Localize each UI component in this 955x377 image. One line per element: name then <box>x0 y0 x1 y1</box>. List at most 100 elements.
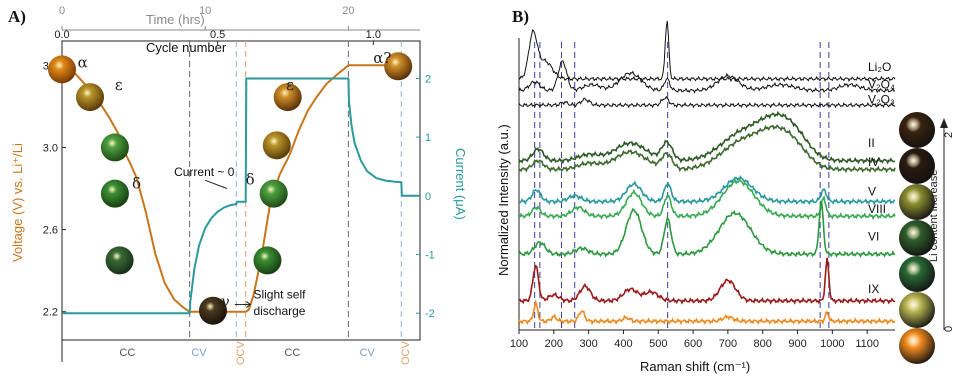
annotation-8: Slight self <box>253 287 306 301</box>
raman-tick-0: 100 <box>510 338 528 350</box>
sample-image-9 <box>273 83 302 112</box>
self-discharge-arrowhead <box>246 301 252 308</box>
li-content-arrowhead <box>940 118 948 128</box>
sample-swatch-6 <box>899 328 935 364</box>
voltage-tick-2: 3.0 <box>43 142 58 154</box>
current-tick-2: 0 <box>425 191 431 203</box>
phase-label-5: OCV <box>400 341 412 366</box>
voltage-tick-0: 2.2 <box>43 307 58 319</box>
sample-image-5 <box>198 296 227 325</box>
sample-image-2 <box>100 133 129 162</box>
raman-tick-1: 200 <box>545 338 563 350</box>
sample-swatch-3 <box>899 220 935 256</box>
reference-label-0: Li₂O <box>868 60 891 74</box>
annotation-4: ε <box>286 76 294 94</box>
sample-image-0 <box>48 55 76 84</box>
panel-a-phase-band: CC CV OCV CC CV OCV <box>61 339 420 366</box>
annotation-0: α <box>78 53 88 71</box>
phase-label-1: CV <box>191 347 207 359</box>
sample-swatch-5 <box>899 292 935 328</box>
raman-tick-10: 1100 <box>855 338 879 350</box>
reference-label-2: V₂O₃ <box>868 92 895 106</box>
sample-image-10 <box>384 52 413 81</box>
sample-image-4 <box>105 246 134 275</box>
raman-series-0 <box>518 20 896 83</box>
annotation-3: γ <box>221 293 230 311</box>
raman-series-3 <box>518 110 896 165</box>
raman-series-6 <box>518 178 896 221</box>
current-tick-0: -2 <box>425 308 435 320</box>
phase-label-2: OCV <box>235 341 247 366</box>
panel-b-x-ticks: 100 200 300 400 500 600 700 800 900 1000 1100 <box>510 330 879 350</box>
annotation-9: discharge <box>253 304 305 318</box>
current-zero-arrow <box>205 179 228 189</box>
annotation-6: α? <box>373 49 391 67</box>
sample-swatch-4 <box>899 256 935 292</box>
sample-image-7 <box>259 179 288 208</box>
reference-label-1: V₂O₄ <box>868 78 895 92</box>
raman-series-7 <box>518 200 896 259</box>
phase-label-4: CV <box>359 347 375 359</box>
panel-a-sample-images <box>48 52 413 325</box>
cycle-tick-0: 0.0 <box>54 29 69 41</box>
raman-axis-title: Raman shift (cm⁻¹) <box>640 359 750 374</box>
voltage-axis-title: Voltage (V) vs. Li⁺/Li <box>10 143 25 262</box>
time-tick-1: 10 <box>199 5 211 17</box>
raman-tick-7: 800 <box>754 338 772 350</box>
current-tick-4: 2 <box>425 73 431 85</box>
voltage-tick-1: 2.6 <box>43 225 58 237</box>
sample-label-1: IV <box>868 155 879 169</box>
panel-a-voltage-ticks: 2.22.63.03.4 <box>43 60 66 319</box>
sample-label-4: VI <box>868 230 879 244</box>
phase-label-0: CC <box>119 347 135 359</box>
raman-series-9 <box>518 298 896 326</box>
intensity-axis-title: Normalized Intensity (a.u.) <box>496 124 511 276</box>
sample-image-1 <box>76 83 105 112</box>
sample-swatch-1 <box>899 148 935 184</box>
time-tick-0: 0 <box>59 5 65 17</box>
raman-tick-2: 300 <box>579 338 597 350</box>
raman-tick-6: 700 <box>719 338 737 350</box>
li-content-tick-top: 2 <box>943 132 955 138</box>
sample-image-6 <box>253 246 282 275</box>
panel-a-series-current <box>62 77 420 315</box>
current-tick-1: -1 <box>425 250 435 262</box>
sample-image-3 <box>100 179 129 208</box>
sample-swatch-0 <box>899 112 935 148</box>
li-content-label: Li content increase <box>928 170 940 262</box>
li-content-tick-bottom: 0 <box>943 326 955 332</box>
raman-tick-3: 400 <box>614 338 632 350</box>
panel-a-label: A) <box>8 7 26 26</box>
cycle-tick-2: 1.0 <box>366 29 381 41</box>
sample-swatch-2 <box>899 184 935 220</box>
annotation-5: δ <box>246 170 255 188</box>
panel-a-chart: CC CV OCV CC CV OCV 0.0 0.5 1.0 0 10 20 2.22.63.0… <box>10 5 468 365</box>
sample-label-3: VIII <box>868 202 886 216</box>
panel-a-x-ticks: 0.0 0.5 1.0 <box>54 29 381 45</box>
raman-tick-5: 600 <box>684 338 702 350</box>
current-tick-3: 1 <box>425 132 431 144</box>
annotation-7: Current ~ 0 <box>174 165 235 179</box>
panel-a-annotations: α ε δ γ ε δ α? Current ~ 0 Slight self discharge <box>78 49 392 318</box>
time-tick-2: 20 <box>342 5 354 17</box>
panel-b-series <box>518 20 896 326</box>
panel-b-chart: 100 200 300 400 500 600 700 800 900 1000 1100 Li₂O… <box>496 20 955 374</box>
sample-label-5: IX <box>868 282 879 296</box>
annotation-1: ε <box>115 76 123 94</box>
x-axis-title: Cycle number <box>146 40 227 55</box>
annotation-2: δ <box>132 175 141 193</box>
raman-series-1 <box>518 60 896 94</box>
sample-label-2: V <box>868 184 876 198</box>
raman-tick-8: 900 <box>788 338 806 350</box>
raman-series-2 <box>518 95 896 109</box>
sample-image-8 <box>262 131 291 160</box>
current-axis-title: Current (μA) <box>453 148 468 220</box>
li-content-bar: Li content increase 2 0 <box>899 112 955 364</box>
raman-series-5 <box>518 174 896 206</box>
raman-tick-9: 1000 <box>820 338 844 350</box>
time-axis-title: Time (hrs) <box>146 12 205 27</box>
phase-label-3: CC <box>284 347 300 359</box>
raman-series-8 <box>519 257 896 305</box>
sample-label-0: II <box>868 136 875 150</box>
